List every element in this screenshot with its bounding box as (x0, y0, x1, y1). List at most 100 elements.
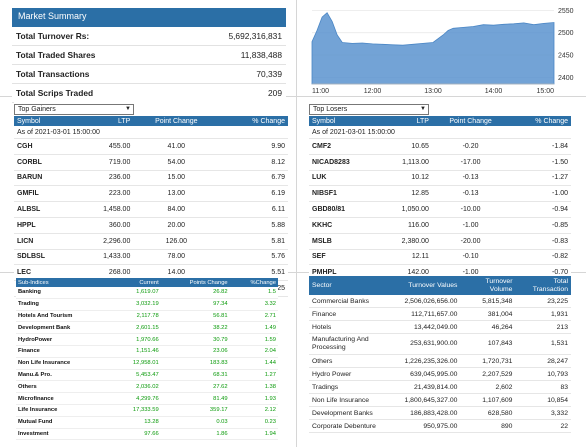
total-transaction: 83 (515, 380, 571, 394)
ltp-cell: 1,433.00 (74, 249, 134, 266)
table-row[interactable]: Mutual Fund 13.28 0.03 0.23 (16, 416, 278, 429)
symbol-cell[interactable]: CMF2 (309, 138, 379, 155)
table-row[interactable]: Non Life Insurance 12,958.01 183.83 1.44 (16, 357, 278, 370)
table-row[interactable]: MSLB 2,380.00 -20.00 -0.83 (309, 233, 571, 250)
table-row[interactable]: Development Banks 186,883,428.00 628,580 3,… (309, 406, 571, 420)
table-row[interactable]: LUK 10.12 -0.13 -1.27 (309, 170, 571, 187)
table-row[interactable]: Commercial Banks 2,506,026,656.00 5,815,34… (309, 295, 571, 308)
column-header[interactable]: % Change (509, 116, 571, 126)
point-change-cell: -0.20 (431, 138, 510, 155)
table-row[interactable]: Tradings 21,439,814.00 2,602 83 (309, 380, 571, 394)
turnover-value: 1,226,235,326.00 (401, 354, 461, 368)
table-header-row: Sub-Indices Current Points Change %Change (16, 278, 278, 287)
table-row[interactable]: Manu.& Pro. 5,453.47 68.31 1.27 (16, 369, 278, 382)
table-row[interactable]: Microfinance 4,299.76 81.49 1.93 (16, 392, 278, 405)
table-row[interactable]: Life Insurance 17,333.59 359.17 2.12 (16, 404, 278, 417)
table-row[interactable]: CGH 455.00 41.00 9.90 (14, 138, 288, 155)
column-header[interactable]: Turnover Volume (460, 276, 516, 295)
current-value: 5,453.47 (111, 369, 161, 382)
percent-change: 1.49 (229, 321, 278, 335)
table-row[interactable]: NIBSF1 12.85 -0.13 -1.00 (309, 185, 571, 203)
top-losers-table: Symbol LTP Point Change% Change As of 2021-… (309, 116, 571, 297)
table-row[interactable]: Corporate Debenture 950,975.00 890 22 (309, 419, 571, 433)
symbol-cell[interactable]: LICN (14, 233, 75, 250)
symbol-cell[interactable]: ALBSL (14, 201, 75, 218)
column-header[interactable]: %Change (229, 278, 278, 287)
top-losers-select[interactable]: Top Losers ▼ (309, 104, 429, 115)
table-row[interactable]: Non Life Insurance 1,800,645,327.00 1,107,… (309, 393, 571, 407)
column-header[interactable]: Symbol (309, 116, 379, 126)
symbol-cell[interactable]: CORBL (14, 154, 75, 171)
chevron-down-icon: ▼ (420, 106, 426, 112)
sub-index-name: Finance (16, 345, 112, 358)
ltp-cell: 455.00 (74, 138, 134, 155)
center-divider (296, 0, 297, 447)
table-row[interactable]: Finance 1,151.46 23.06 2.04 (16, 345, 278, 358)
column-header[interactable]: LTP (74, 116, 134, 126)
symbol-cell[interactable]: SDLBSL (14, 249, 75, 266)
point-change-cell: 41.00 (133, 138, 220, 155)
ltp-cell: 223.00 (74, 185, 134, 203)
table-row[interactable]: NICAD8283 1,113.00 -17.00 -1.50 (309, 154, 571, 171)
table-row[interactable]: Trading 3,032.19 97.34 3.32 (16, 298, 278, 311)
percent-change-cell: 9.90 (219, 138, 288, 155)
table-row[interactable]: Finance 112,711,657.00 381,004 1,931 (309, 307, 571, 321)
column-header[interactable]: LTP (378, 116, 432, 126)
table-row[interactable]: Banking 1,619.07 26.82 1.5 (16, 287, 278, 299)
turnover-value: 639,045,995.00 (401, 367, 461, 381)
table-row[interactable]: SEF 12.11 -0.10 -0.82 (309, 249, 571, 266)
column-header[interactable]: Point Change (431, 116, 510, 126)
table-row[interactable]: Hotels 13,442,049.00 46,264 213 (309, 320, 571, 334)
column-header[interactable]: Current (111, 278, 161, 287)
symbol-cell[interactable]: GBD80/81 (309, 201, 379, 218)
symbol-cell[interactable]: GMFIL (14, 185, 75, 203)
table-row[interactable]: Hotels And Tourism 2,117.78 56.81 2.71 (16, 310, 278, 323)
column-header[interactable]: Sector (309, 276, 402, 295)
column-header[interactable]: Sub-Indices (16, 278, 112, 287)
total-transaction: 10,854 (515, 393, 571, 407)
column-header[interactable]: Symbol (14, 116, 75, 126)
table-row[interactable]: SDLBSL 1,433.00 78.00 5.76 (14, 249, 288, 266)
symbol-cell[interactable]: NIBSF1 (309, 185, 379, 203)
table-row[interactable]: BARUN 236.00 15.00 6.79 (14, 170, 288, 187)
symbol-cell[interactable]: NICAD8283 (309, 154, 379, 171)
column-header[interactable]: Point Change (133, 116, 220, 126)
table-row[interactable]: Others 1,226,235,326.00 1,720,731 28,247 (309, 354, 571, 368)
column-header[interactable]: % Change (219, 116, 288, 126)
table-row[interactable]: Development Bank 2,601.15 38.22 1.49 (16, 321, 278, 335)
sub-index-name: Microfinance (16, 392, 112, 405)
column-header[interactable]: Turnover Values (401, 276, 461, 295)
table-row[interactable]: HPPL 360.00 20.00 5.88 (14, 217, 288, 234)
column-header[interactable]: Total Transaction (515, 276, 571, 295)
as-of-text: As of 2021-03-01 15:00:00 (309, 126, 571, 139)
symbol-cell[interactable]: SEF (309, 249, 379, 266)
table-row[interactable]: Others 2,036.02 27.62 1.38 (16, 380, 278, 394)
index-area-series (311, 12, 555, 85)
symbol-cell[interactable]: BARUN (14, 170, 75, 187)
row-divider-2 (0, 272, 586, 273)
percent-change-cell: -1.50 (509, 154, 571, 171)
table-row[interactable]: GMFIL 223.00 13.00 6.19 (14, 185, 288, 203)
ltp-cell: 10.65 (378, 138, 432, 155)
top-gainers-select[interactable]: Top Gainers ▼ (14, 104, 134, 115)
table-row[interactable]: Manufacturing And Processing 253,631,900.… (309, 333, 571, 355)
table-row[interactable]: GBD80/81 1,050.00 -10.00 -0.94 (309, 201, 571, 218)
table-row[interactable]: KKHC 116.00 -1.00 -0.85 (309, 217, 571, 234)
table-row[interactable]: CMF2 10.65 -0.20 -1.84 (309, 138, 571, 155)
ltp-cell: 2,380.00 (378, 233, 432, 250)
table-row[interactable]: Investment 97.66 1.86 1.94 (16, 428, 278, 441)
column-header[interactable]: Points Change (160, 278, 230, 287)
table-row[interactable]: ALBSL 1,458.00 84.00 6.11 (14, 201, 288, 218)
symbol-cell[interactable]: HPPL (14, 217, 75, 234)
table-row[interactable]: LICN 2,296.00 126.00 5.81 (14, 233, 288, 250)
symbol-cell[interactable]: LUK (309, 170, 379, 187)
symbol-cell[interactable]: CGH (14, 138, 75, 155)
row-divider-1 (0, 96, 586, 97)
table-row[interactable]: CORBL 719.00 54.00 8.12 (14, 154, 288, 171)
table-row[interactable]: HydroPower 1,970.66 30.79 1.59 (16, 333, 278, 346)
symbol-cell[interactable]: KKHC (309, 217, 379, 234)
symbol-cell[interactable]: MSLB (309, 233, 379, 250)
point-change-cell: 54.00 (133, 154, 220, 171)
table-row[interactable]: Hydro Power 639,045,995.00 2,207,529 10,793 (309, 367, 571, 381)
total-transaction: 1,531 (515, 333, 571, 355)
